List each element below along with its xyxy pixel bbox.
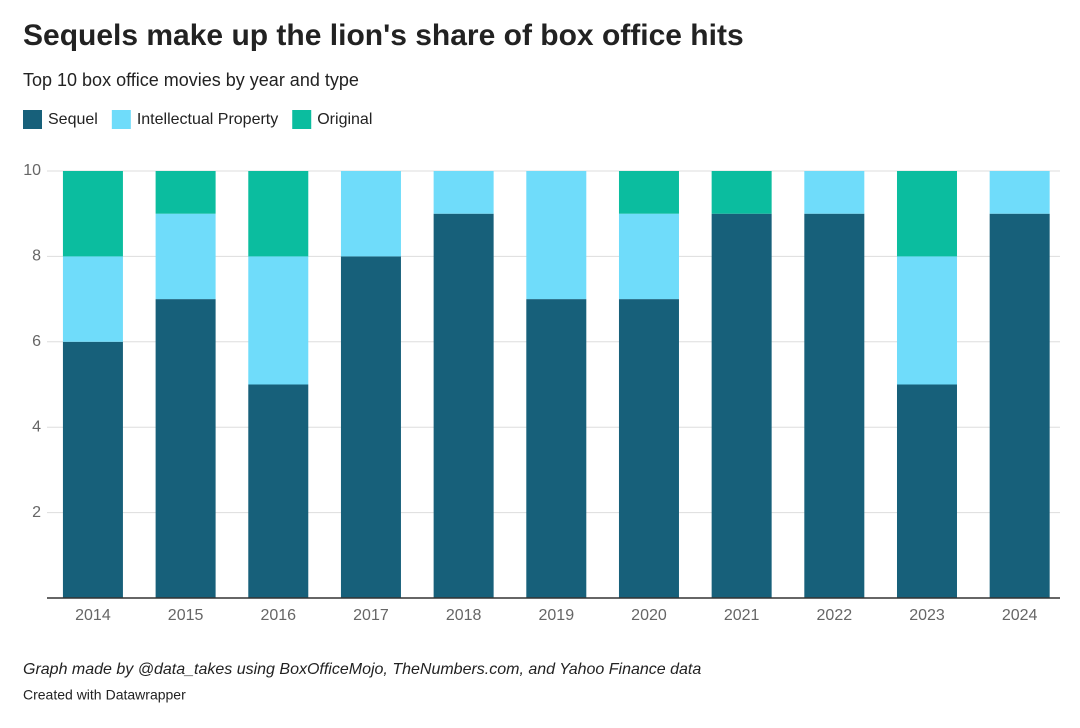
bar-segment <box>896 256 957 385</box>
x-tick-label: 2016 <box>260 607 296 624</box>
bar-segment <box>248 384 309 598</box>
x-tick-label: 2020 <box>631 607 667 624</box>
bar-segment <box>989 213 1050 598</box>
x-tick-label: 2022 <box>817 607 853 624</box>
bar-segment <box>804 171 865 214</box>
bar-segment <box>248 171 309 257</box>
legend-label: Sequel <box>48 111 98 128</box>
legend-label: Original <box>317 111 372 128</box>
x-tick-label: 2021 <box>724 607 760 624</box>
y-tick-label: 10 <box>23 162 41 179</box>
bar-segment <box>618 299 679 598</box>
bar-segment <box>526 299 587 598</box>
legend-swatch <box>292 110 312 129</box>
bar-segment <box>62 256 123 342</box>
bar-segment <box>618 213 679 300</box>
y-tick-label: 2 <box>32 504 41 521</box>
bar-segment <box>989 171 1050 214</box>
x-tick-label: 2018 <box>446 607 482 624</box>
legend-swatch <box>111 110 131 129</box>
footer-credit-link[interactable]: Datawrapper <box>106 687 186 703</box>
bar-segment <box>62 341 123 598</box>
bar-segment <box>896 384 957 598</box>
bar-segment <box>340 171 401 257</box>
x-tick-label: 2024 <box>1002 607 1038 624</box>
bar-segment <box>340 256 401 598</box>
chart-subtitle: Top 10 box office movies by year and typ… <box>23 70 359 90</box>
bar-segment <box>804 213 865 598</box>
x-tick-label: 2019 <box>539 607 575 624</box>
chart-title: Sequels make up the lion's share of box … <box>23 19 744 52</box>
footer-credit: Created with <box>23 687 102 703</box>
bar-segment <box>155 213 216 300</box>
y-tick-label: 8 <box>32 248 41 265</box>
legend-swatch <box>23 110 42 129</box>
y-tick-label: 6 <box>32 333 41 350</box>
bar-segment <box>526 171 587 300</box>
bar-segment <box>248 256 309 385</box>
bar-segment <box>618 171 679 214</box>
x-tick-label: 2014 <box>75 607 111 624</box>
legend-label: Intellectual Property <box>137 111 278 128</box>
bar-segment <box>62 171 123 257</box>
bar-segment <box>896 171 957 257</box>
bar-segment <box>155 171 216 214</box>
bar-segment <box>155 299 216 598</box>
bar-segment <box>433 213 494 598</box>
y-tick-label: 4 <box>32 418 41 435</box>
x-tick-label: 2023 <box>909 607 945 624</box>
bar-segment <box>433 171 494 214</box>
x-tick-label: 2015 <box>168 607 204 624</box>
bar-segment <box>711 171 772 214</box>
footer-note: Graph made by @data_takes using BoxOffic… <box>23 661 701 678</box>
x-tick-label: 2017 <box>353 607 389 624</box>
bar-segment <box>711 213 772 598</box>
